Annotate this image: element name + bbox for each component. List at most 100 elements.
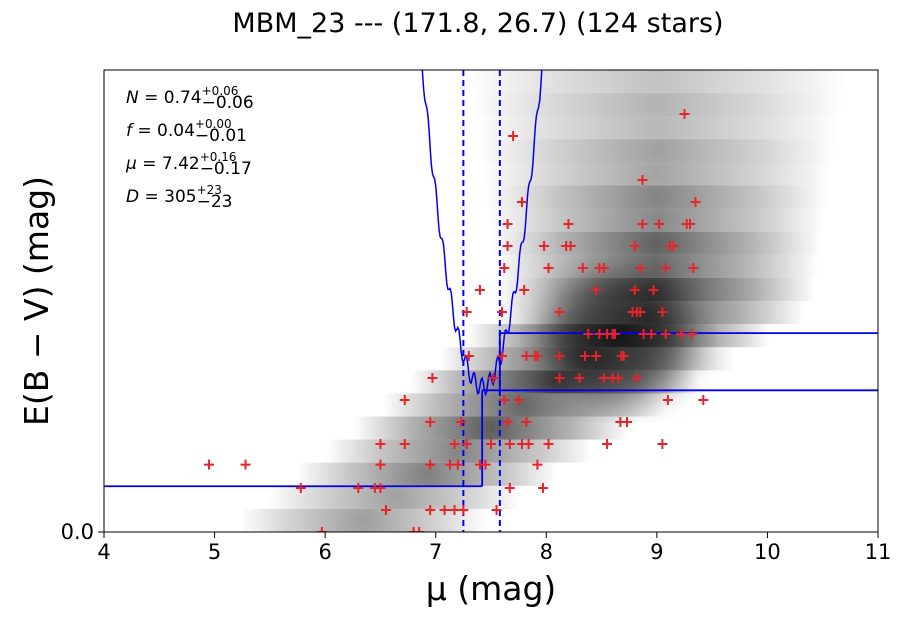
star-point <box>687 329 698 339</box>
star-point <box>502 417 513 427</box>
parameter-annotation: μ = 7.42+0.16 <box>125 150 237 174</box>
star-point <box>537 483 548 493</box>
density-band <box>104 254 878 278</box>
star-point <box>452 459 463 470</box>
density-background <box>104 70 878 532</box>
star-point <box>662 395 673 405</box>
star-point <box>679 109 690 119</box>
star-point <box>488 373 499 383</box>
star-point <box>240 459 251 470</box>
star-point <box>458 505 469 515</box>
star-point <box>579 351 590 361</box>
star-point <box>688 263 699 273</box>
star-point <box>554 307 565 317</box>
density-band <box>104 416 878 440</box>
star-point <box>654 219 665 229</box>
star-point <box>502 219 513 229</box>
plot-frame <box>103 69 879 533</box>
star-point <box>375 439 386 449</box>
x-tick-label: 7 <box>429 540 442 564</box>
star-point <box>480 459 491 470</box>
star-point <box>474 285 485 295</box>
star-point <box>425 417 436 427</box>
x-tick-label: 6 <box>318 540 331 564</box>
star-point <box>504 483 515 493</box>
star-point <box>380 505 391 515</box>
x-tick-label: 9 <box>650 540 663 564</box>
y-axis-label: E(B − V) (mag) <box>17 176 56 426</box>
star-point <box>631 373 642 383</box>
parameter-annotation: N = 0.74+0.06 <box>126 84 238 108</box>
star-point <box>635 307 646 317</box>
star-point <box>613 373 624 383</box>
star-point <box>499 395 510 405</box>
density-band <box>104 485 878 509</box>
density-band <box>104 462 878 486</box>
star-point <box>629 241 640 251</box>
star-point <box>591 351 602 361</box>
star-point <box>497 351 508 361</box>
x-tick-label: 4 <box>97 540 110 564</box>
star-point <box>676 329 687 339</box>
density-band <box>104 439 878 463</box>
posterior-curve <box>421 70 543 397</box>
density-band <box>104 231 878 255</box>
density-band <box>104 208 878 232</box>
parameter-annotation: f = 0.04+0.00 <box>126 117 232 141</box>
x-axis-label: μ (mag) <box>426 569 557 608</box>
star-point <box>532 351 543 361</box>
star-point <box>657 307 668 317</box>
density-band <box>104 70 878 94</box>
star-point <box>516 197 527 207</box>
star-point <box>618 351 629 361</box>
density-peak <box>548 278 689 399</box>
star-point <box>461 439 472 449</box>
star-point <box>375 483 386 493</box>
star-point <box>204 459 215 470</box>
density-band <box>104 185 878 209</box>
star-point <box>425 505 436 515</box>
chart-title: MBM_23 --- (171.8, 26.7) (124 stars) <box>232 8 723 39</box>
star-point <box>685 219 696 229</box>
density-band <box>104 277 878 301</box>
star-point <box>425 459 436 470</box>
x-tick-label: 10 <box>754 540 781 564</box>
star-point <box>523 439 534 449</box>
density-band <box>104 347 878 371</box>
star-point <box>660 263 671 273</box>
parameter-annotation: D = 305+23 <box>126 183 222 207</box>
star-point <box>353 483 364 493</box>
star-point <box>554 373 565 383</box>
star-point <box>646 329 657 339</box>
density-band <box>104 162 878 186</box>
star-point <box>668 241 679 251</box>
x-tick-label: 5 <box>208 540 221 564</box>
parameter-annotation-minus: −0.06 <box>202 93 254 113</box>
density-band <box>104 508 878 532</box>
x-tick-label: 8 <box>540 540 553 564</box>
density-band <box>104 301 878 325</box>
star-point <box>598 373 609 383</box>
star-point <box>439 505 450 515</box>
star-point <box>456 417 467 427</box>
star-point <box>539 241 550 251</box>
parameter-annotation-minus: −23 <box>197 192 233 212</box>
star-point <box>486 439 496 449</box>
star-point <box>499 263 510 273</box>
density-band <box>104 370 878 394</box>
star-point <box>598 263 609 273</box>
star-point <box>521 417 532 427</box>
parameter-annotation-minus: −0.01 <box>195 126 247 146</box>
star-point <box>295 483 306 493</box>
star-point <box>449 439 460 449</box>
star-point <box>399 439 410 449</box>
star-point <box>583 329 594 339</box>
star-point <box>427 373 438 383</box>
star-point <box>508 131 519 141</box>
star-point <box>591 285 602 295</box>
star-point <box>316 527 327 532</box>
star-point <box>414 527 425 532</box>
star-point <box>408 527 419 532</box>
star-point <box>657 439 668 449</box>
